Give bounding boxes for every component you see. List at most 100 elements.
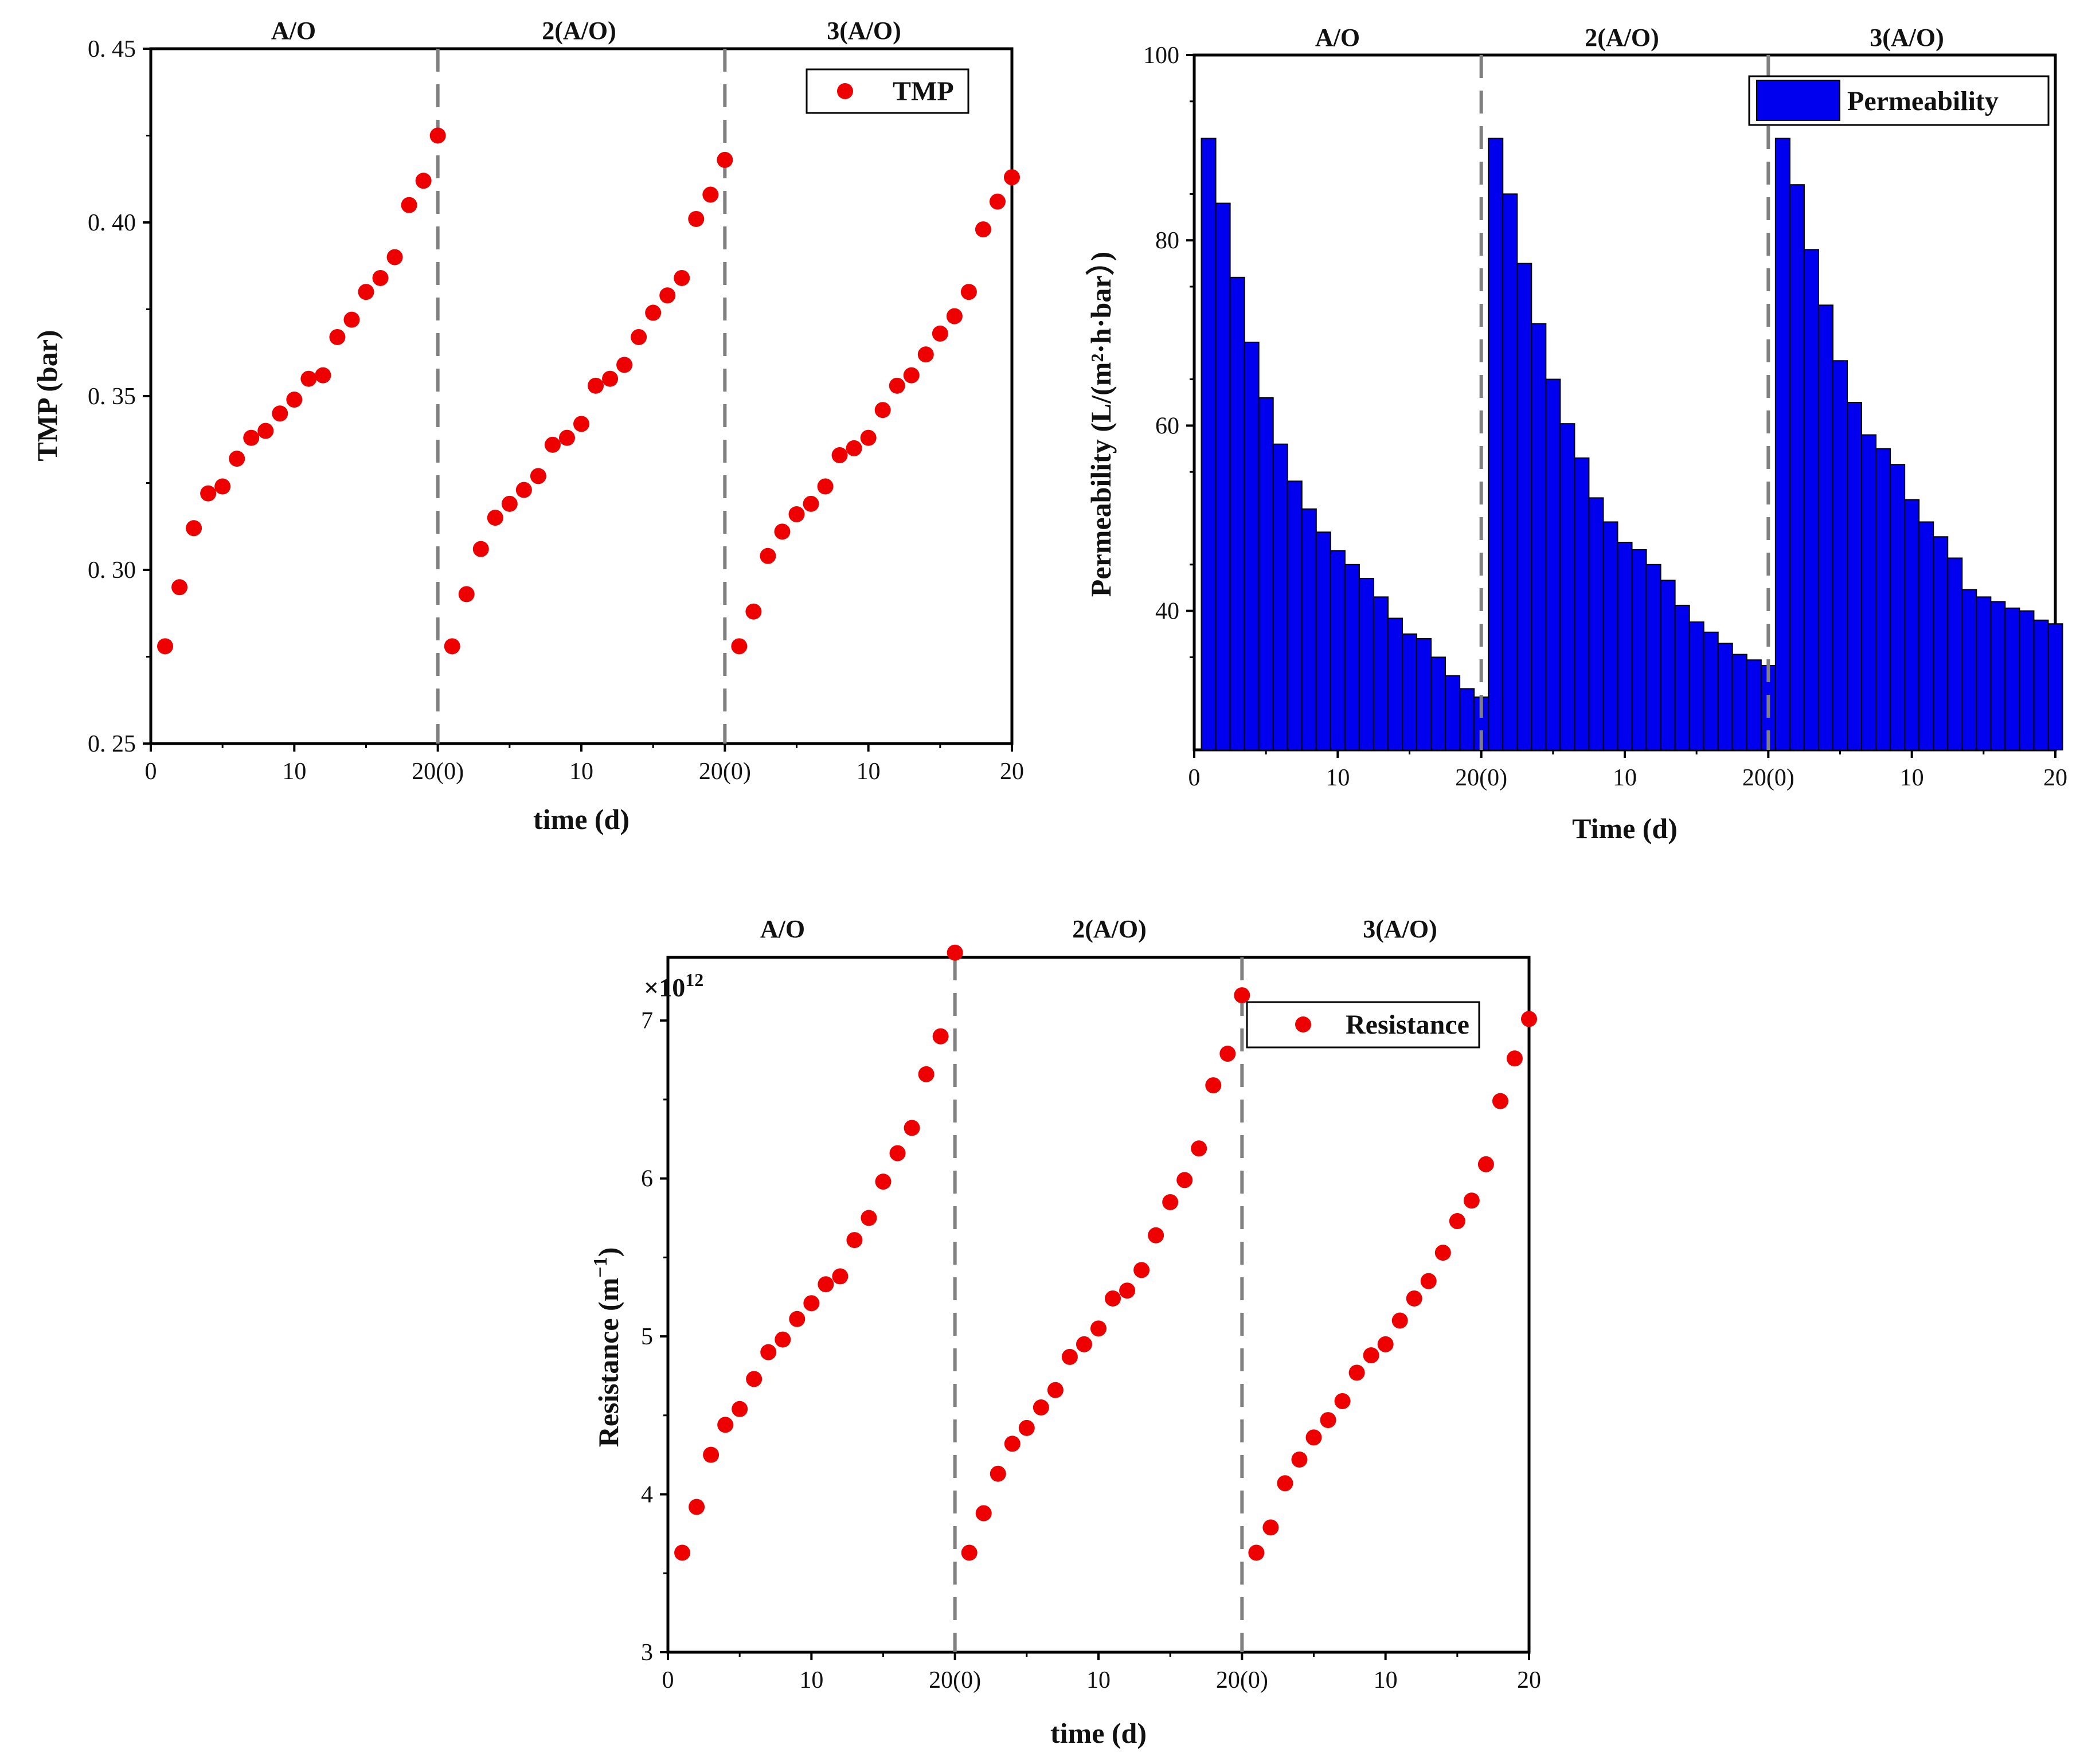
resistance-y-tick-label: 7 bbox=[641, 1008, 653, 1034]
resistance-data-point bbox=[746, 1371, 763, 1387]
tmp-legend: TMP bbox=[806, 68, 969, 114]
permeability-x-axis-title: Time (d) bbox=[1572, 812, 1678, 844]
resistance-x-tick-label: 10 bbox=[1086, 1667, 1111, 1693]
tmp-data-point bbox=[989, 193, 1006, 210]
tmp-data-point bbox=[731, 638, 748, 655]
resistance-data-point bbox=[1234, 987, 1250, 1004]
permeability-bar bbox=[1746, 659, 1762, 751]
tmp-data-point bbox=[717, 151, 733, 168]
resistance-data-point bbox=[1004, 1436, 1021, 1452]
resistance-data-point bbox=[975, 1505, 992, 1522]
resistance-data-point bbox=[889, 1145, 906, 1161]
resistance-x-tick-label: 20(0) bbox=[929, 1667, 981, 1693]
resistance-data-point bbox=[1449, 1213, 1465, 1230]
tmp-data-point bbox=[458, 586, 475, 603]
resistance-data-point bbox=[1334, 1393, 1351, 1410]
permeability-y-tick-label: 100 bbox=[1143, 42, 1179, 69]
resistance-data-point bbox=[1463, 1192, 1480, 1209]
tmp-data-point bbox=[229, 451, 245, 467]
tmp-legend-box bbox=[806, 68, 969, 114]
resistance-y-tick-label: 5 bbox=[641, 1324, 653, 1350]
resistance-data-point bbox=[1262, 1519, 1279, 1536]
permeability-bar bbox=[1674, 604, 1690, 751]
permeability-x-tick-label: 20(0) bbox=[1455, 765, 1507, 791]
tmp-y-tick-label: 0. 30 bbox=[88, 557, 136, 584]
permeability-bar bbox=[1401, 633, 1418, 750]
tmp-x-tick-label: 10 bbox=[282, 758, 306, 785]
permeability-bar bbox=[1617, 542, 1633, 750]
permeability-phase-label-3: 3(A/O) bbox=[1870, 24, 1944, 52]
permeability-bar bbox=[1258, 397, 1274, 750]
tmp-data-point bbox=[401, 197, 417, 213]
tmp-data-point bbox=[903, 367, 920, 384]
permeability-bar bbox=[1774, 138, 1790, 751]
permeability-bar bbox=[1272, 443, 1288, 750]
resistance-data-point bbox=[818, 1276, 834, 1293]
tmp-data-point bbox=[472, 541, 489, 557]
permeability-phase-label-2: 2(A/O) bbox=[1585, 24, 1659, 52]
resistance-data-point bbox=[1018, 1419, 1035, 1436]
tmp-data-point bbox=[932, 325, 948, 342]
permeability-bar bbox=[1545, 378, 1561, 750]
tmp-data-point bbox=[602, 370, 619, 387]
resistance-data-point bbox=[1521, 1011, 1537, 1027]
permeability-bar bbox=[1789, 184, 1805, 750]
tmp-phase-label-2: 2(A/O) bbox=[542, 17, 616, 45]
tmp-data-point bbox=[272, 405, 288, 422]
permeability-bar bbox=[1445, 675, 1461, 750]
permeability-y-tick-label: 80 bbox=[1155, 228, 1179, 254]
permeability-bar bbox=[1344, 564, 1360, 750]
resistance-data-point bbox=[1148, 1227, 1164, 1243]
resistance-data-point bbox=[904, 1120, 920, 1136]
resistance-y-title-close: ) bbox=[592, 1247, 624, 1257]
resistance-legend-marker bbox=[1295, 1016, 1311, 1032]
resistance-data-point bbox=[1477, 1156, 1494, 1172]
tmp-data-point bbox=[674, 269, 690, 286]
tmp-data-point bbox=[487, 510, 503, 526]
tmp-data-point bbox=[788, 506, 805, 523]
resistance-x-tick-label: 0 bbox=[662, 1667, 674, 1693]
permeability-bar bbox=[1574, 457, 1590, 751]
resistance-data-point bbox=[961, 1544, 978, 1561]
resistance-data-point bbox=[703, 1446, 720, 1463]
tmp-x-axis-title: time (d) bbox=[533, 803, 630, 835]
resistance-y-tick-label: 3 bbox=[641, 1640, 653, 1666]
tmp-x-tick-label: 20(0) bbox=[699, 758, 751, 785]
resistance-data-point bbox=[1061, 1348, 1078, 1365]
permeability-bar bbox=[1990, 601, 2006, 750]
tmp-data-point bbox=[415, 173, 432, 189]
permeability-bar bbox=[1387, 617, 1403, 750]
resistance-data-point bbox=[1176, 1172, 1193, 1188]
tmp-data-point bbox=[946, 308, 963, 324]
resistance-data-point bbox=[1277, 1475, 1293, 1492]
permeability-bar bbox=[1531, 323, 1547, 750]
resistance-data-point bbox=[947, 944, 963, 961]
permeability-bar bbox=[1660, 580, 1676, 750]
tmp-data-point bbox=[157, 638, 174, 655]
permeability-bar bbox=[2047, 623, 2063, 750]
permeability-bar bbox=[1832, 360, 1848, 750]
permeability-y-axis-title: Permeability (L/(m²·h·bar）) bbox=[1085, 252, 1117, 597]
resistance-data-point bbox=[832, 1268, 849, 1285]
resistance-data-point bbox=[1434, 1245, 1451, 1261]
permeability-bar bbox=[1688, 621, 1704, 750]
tmp-data-point bbox=[874, 402, 891, 418]
permeability-bar bbox=[1502, 193, 1518, 750]
permeability-bar bbox=[1330, 550, 1346, 750]
tmp-data-point bbox=[803, 495, 819, 512]
resistance-x-tick-label: 10 bbox=[799, 1667, 823, 1693]
tmp-data-point bbox=[515, 482, 532, 498]
resistance-data-point bbox=[1191, 1140, 1207, 1157]
resistance-data-point bbox=[732, 1401, 748, 1417]
permeability-bar bbox=[2004, 607, 2020, 750]
permeability-bar bbox=[1731, 654, 1747, 750]
permeability-x-tick-label: 0 bbox=[1188, 765, 1201, 791]
permeability-bar bbox=[1459, 688, 1475, 750]
resistance-y-title-main: Resistance (m bbox=[592, 1278, 624, 1448]
tmp-data-point bbox=[960, 284, 977, 300]
permeability-bar bbox=[1488, 138, 1504, 751]
permeability-bar bbox=[1516, 263, 1532, 751]
permeability-bar bbox=[1645, 564, 1661, 750]
resistance-data-point bbox=[1348, 1364, 1365, 1381]
resistance-legend-box bbox=[1246, 1001, 1480, 1049]
